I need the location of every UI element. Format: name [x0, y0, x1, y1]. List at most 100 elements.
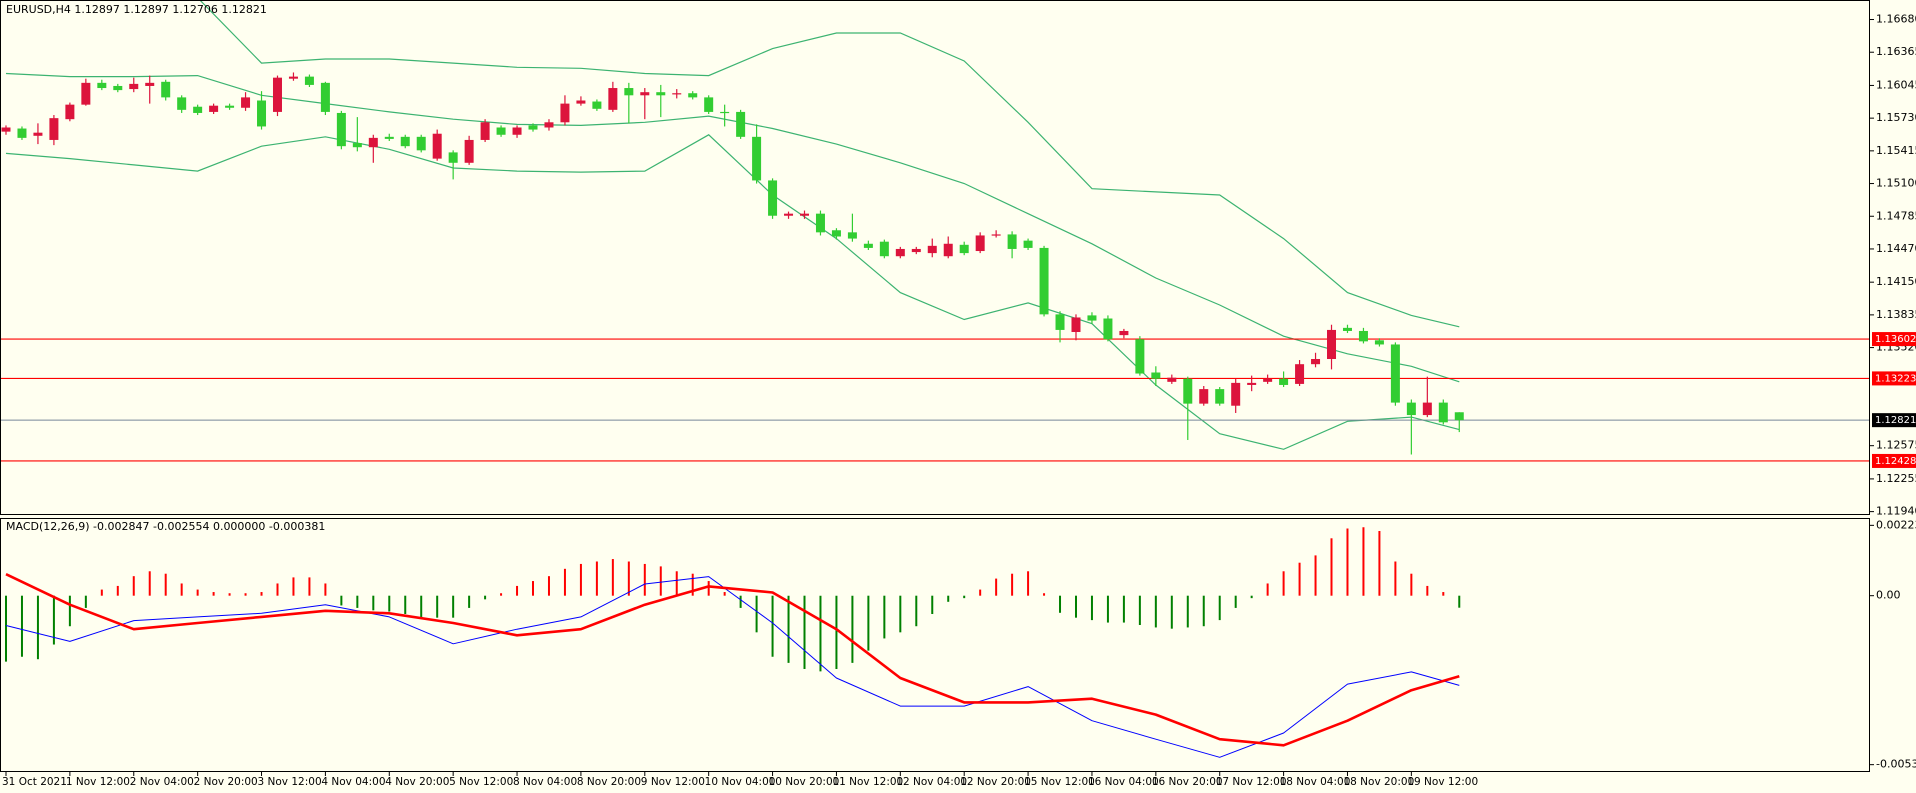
- candle-body: [1342, 327, 1352, 331]
- bollinger-band: [199, 1, 1460, 328]
- x-tick-label: 4 Nov 04:00: [321, 776, 385, 788]
- candle-body: [1151, 372, 1161, 379]
- candle-body: [225, 105, 235, 108]
- candle-body: [1135, 339, 1145, 374]
- x-tick-label: 12 Nov 20:00: [960, 776, 1031, 788]
- candle-body: [336, 112, 346, 147]
- y-tick-label: 0.00: [1876, 589, 1901, 602]
- candle-body: [1055, 314, 1065, 330]
- candle-body: [81, 82, 91, 105]
- candle-body: [400, 136, 410, 147]
- candle-body: [49, 118, 59, 140]
- candle-body: [1327, 329, 1337, 360]
- candle-body: [1215, 389, 1225, 404]
- candle-body: [288, 76, 298, 79]
- candle-body: [1454, 412, 1464, 421]
- x-tick-label: 2 Nov 20:00: [194, 776, 258, 788]
- candle-body: [576, 100, 586, 104]
- candle-body: [784, 213, 794, 216]
- price-title: EURUSD,H4 1.12897 1.12897 1.12706 1.1282…: [6, 3, 267, 16]
- level-label: 1.12428: [1875, 456, 1916, 467]
- level-label-box: [1872, 371, 1916, 386]
- candle-body: [1087, 315, 1097, 321]
- candle-body: [1, 127, 11, 132]
- candle-body: [1071, 317, 1081, 333]
- y-tick-label: 1.12255: [1876, 472, 1916, 485]
- x-tick-label: 10 Nov 04:00: [705, 776, 776, 788]
- candle-body: [736, 111, 746, 137]
- candle-body: [688, 93, 698, 98]
- y-tick-label: 1.14785: [1876, 209, 1916, 222]
- candle-body: [943, 243, 953, 257]
- candle-body: [1023, 240, 1033, 248]
- x-tick-label: 15 Nov 12:00: [1024, 776, 1095, 788]
- candle-body: [528, 125, 538, 130]
- current-price-box: [1872, 413, 1916, 428]
- candle-body: [1263, 378, 1273, 382]
- candle-body: [895, 248, 905, 257]
- x-tick-label: 18 Nov 04:00: [1280, 776, 1351, 788]
- x-tick-label: 16 Nov 04:00: [1088, 776, 1159, 788]
- candle-body: [1007, 234, 1017, 249]
- candle-body: [272, 77, 282, 112]
- candle-body: [1103, 318, 1113, 340]
- x-tick-label: 17 Nov 12:00: [1216, 776, 1287, 788]
- x-tick-label: 8 Nov 04:00: [513, 776, 577, 788]
- candle-body: [177, 97, 187, 110]
- x-tick-label: 12 Nov 04:00: [896, 776, 967, 788]
- candle-body: [1247, 382, 1257, 385]
- candle-body: [33, 132, 43, 136]
- macd-plot: [5, 527, 1461, 758]
- candle-body: [496, 127, 506, 135]
- candle-body: [1199, 389, 1209, 404]
- candle-body: [384, 136, 394, 139]
- candle-body: [448, 152, 458, 163]
- x-tick-label: 11 Nov 12:00: [832, 776, 903, 788]
- candle-body: [416, 136, 426, 151]
- candle-body: [65, 104, 75, 120]
- candle-body: [863, 243, 873, 248]
- candle-body: [1406, 402, 1416, 416]
- candle-body: [257, 100, 267, 127]
- price-panel-frame: [0, 0, 1870, 515]
- macd-line: [5, 576, 1460, 758]
- bollinger-band: [5, 134, 1460, 450]
- candle-body: [320, 82, 330, 112]
- level-label: 1.13223: [1875, 373, 1916, 384]
- x-tick-label: 31 Oct 2021: [2, 776, 67, 788]
- candle-body: [17, 128, 27, 138]
- x-tick-label: 5 Nov 12:00: [449, 776, 513, 788]
- candle-body: [1183, 378, 1193, 404]
- y-tick-label: 1.16680: [1876, 13, 1916, 26]
- y-tick-label: 1.14470: [1876, 242, 1916, 255]
- x-tick-label: 8 Nov 20:00: [577, 776, 641, 788]
- candle-body: [672, 93, 682, 95]
- x-tick-label: 3 Nov 12:00: [258, 776, 322, 788]
- level-label-box: [1872, 332, 1916, 347]
- candle-body: [640, 92, 650, 96]
- candle-body: [1390, 344, 1400, 403]
- candle-body: [464, 139, 474, 163]
- candle-body: [624, 88, 634, 96]
- y-tick-label: 1.15100: [1876, 177, 1916, 190]
- candle-body: [560, 103, 570, 123]
- candle-body: [1438, 402, 1448, 423]
- candle-body: [1039, 247, 1049, 315]
- candle-body: [1422, 402, 1432, 416]
- macd-line: [5, 573, 1460, 747]
- candle-body: [831, 230, 841, 237]
- candle-body: [592, 101, 602, 109]
- price-plot: [1, 1, 1869, 462]
- candle-body: [608, 88, 618, 110]
- x-tick-label: 1 Nov 12:00: [66, 776, 130, 788]
- candle-body: [656, 92, 666, 96]
- y-tick-label: 1.13835: [1876, 308, 1916, 321]
- macd-panel-frame: [0, 518, 1870, 772]
- x-tick-label: 18 Nov 20:00: [1343, 776, 1414, 788]
- candle-body: [768, 180, 778, 216]
- candle-body: [1167, 377, 1177, 382]
- x-tick-label: 9 Nov 12:00: [641, 776, 705, 788]
